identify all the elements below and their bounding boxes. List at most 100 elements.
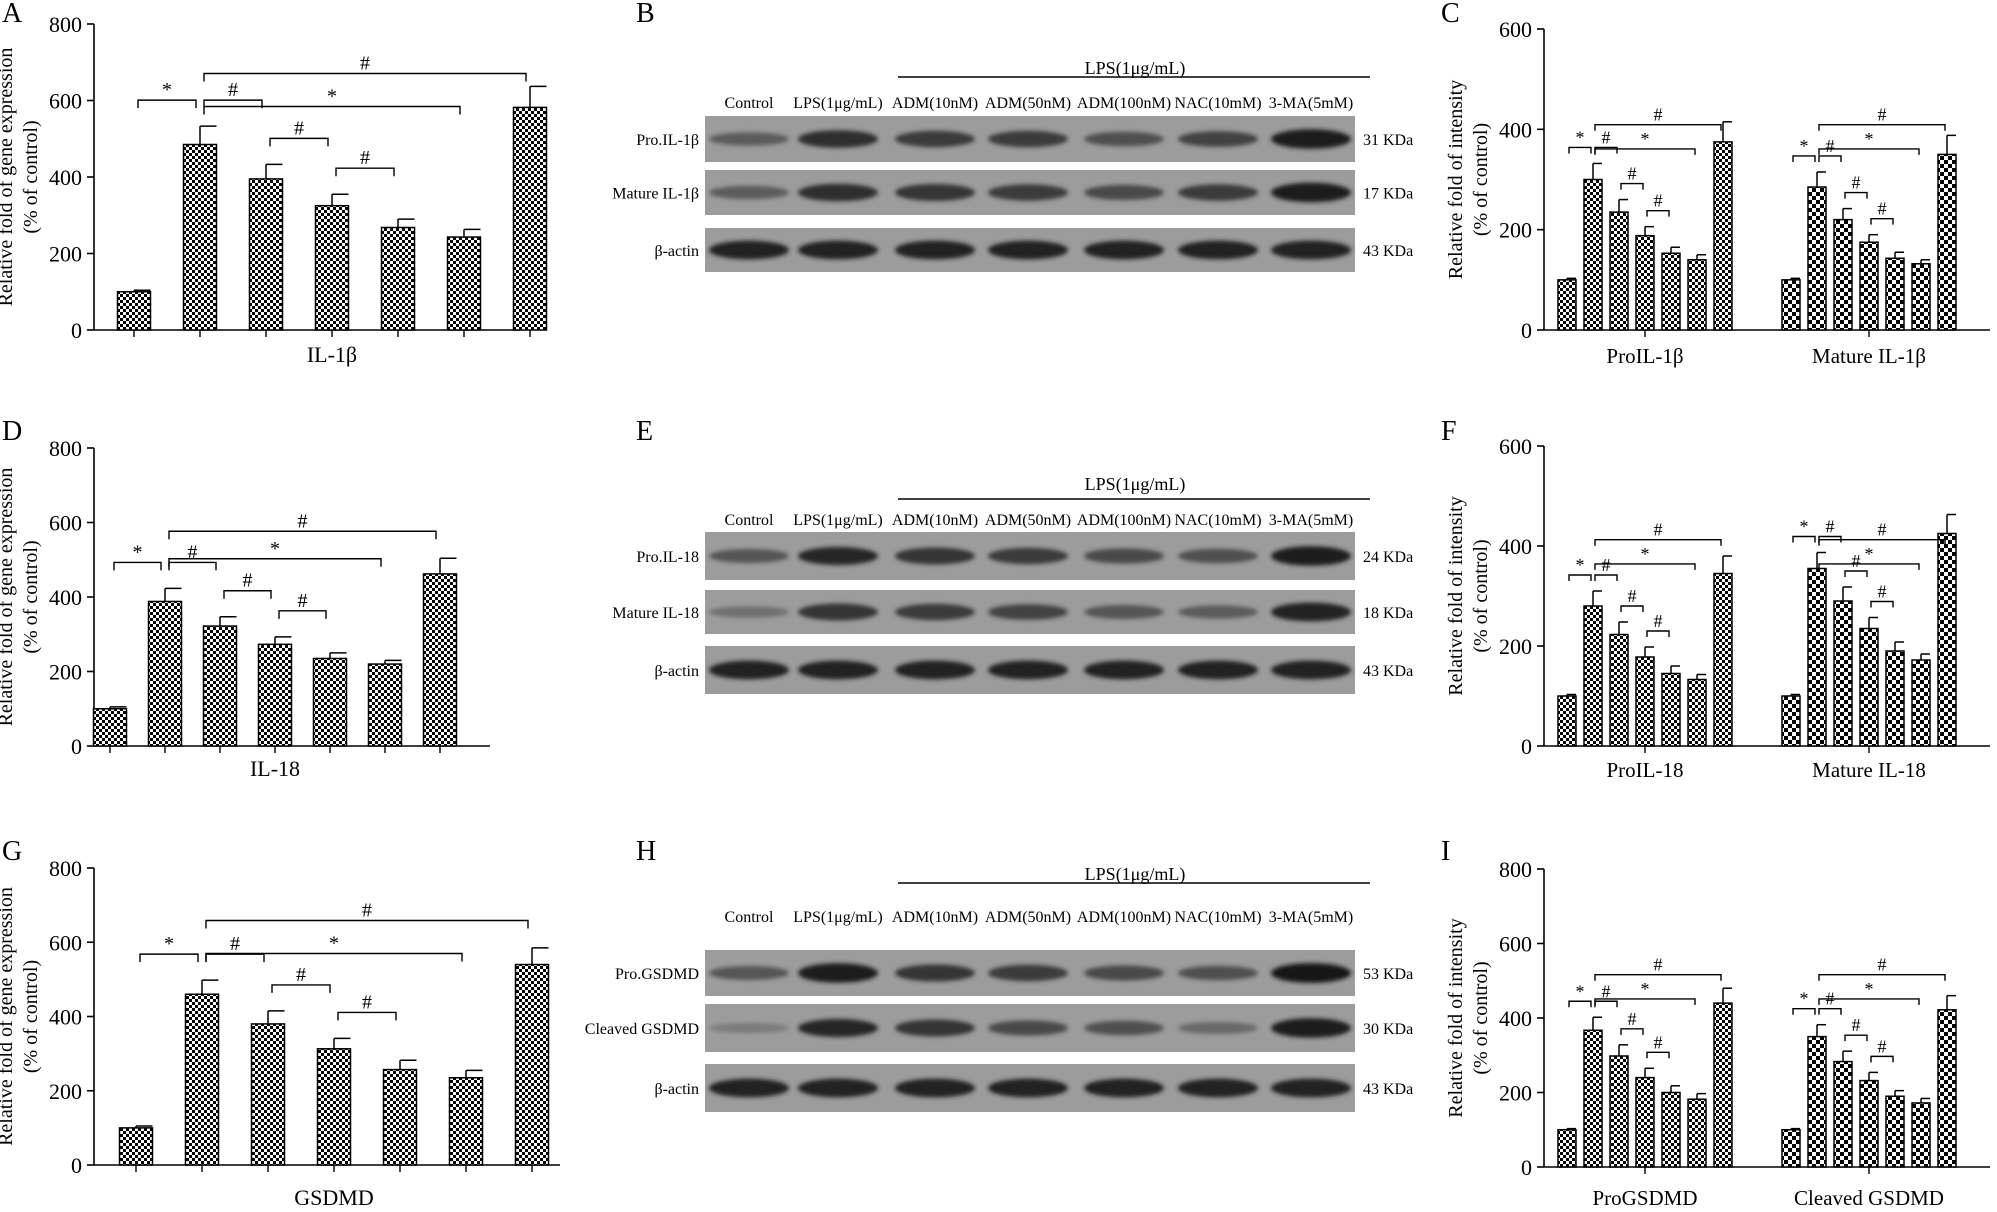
significance-mark: # bbox=[1628, 586, 1637, 606]
blot-row-label: Mature IL-18 bbox=[612, 605, 699, 622]
significance-mark: # bbox=[362, 900, 372, 922]
bar bbox=[1583, 1029, 1603, 1168]
bar bbox=[1859, 1079, 1879, 1168]
significance-bracket bbox=[1844, 191, 1868, 199]
bar bbox=[1781, 279, 1801, 331]
blot-row-label: Pro.GSDMD bbox=[615, 966, 699, 983]
significance-bracket bbox=[335, 167, 395, 177]
significance-bracket bbox=[1792, 1008, 1816, 1015]
significance-bracket bbox=[205, 953, 265, 963]
protein-band bbox=[1178, 965, 1258, 981]
x-axis-label: GSDMD bbox=[294, 1185, 373, 1210]
significance-bracket bbox=[205, 952, 463, 962]
chart-i: 0 200 400 600 800 Relative fold of intensity(… bbox=[1445, 857, 1990, 1210]
lane-label: Control bbox=[725, 909, 774, 926]
chart-a: 0 200 400 600 800 Relative fold of gene expre… bbox=[0, 12, 548, 367]
significance-bracket bbox=[1818, 563, 1920, 570]
protein-band bbox=[895, 964, 975, 982]
y-tick-label: 400 bbox=[49, 165, 82, 190]
significance-mark: # bbox=[1654, 955, 1663, 975]
bar bbox=[1807, 567, 1827, 747]
y-tick-label: 600 bbox=[1499, 17, 1532, 42]
significance-bracket bbox=[1646, 630, 1670, 637]
y-tick-label: 200 bbox=[1499, 634, 1532, 659]
significance-bracket bbox=[1844, 570, 1868, 577]
significance-bracket bbox=[1870, 600, 1894, 608]
significance-mark: # bbox=[1852, 1015, 1861, 1035]
y-tick-label: 200 bbox=[1499, 1081, 1532, 1106]
significance-mark: * bbox=[1641, 129, 1650, 149]
significance-bracket bbox=[1792, 155, 1816, 162]
y-tick-label: 0 bbox=[71, 734, 82, 759]
y-tick-label: 0 bbox=[1521, 318, 1532, 343]
protein-band bbox=[709, 549, 789, 563]
bar bbox=[1635, 656, 1655, 747]
protein-band bbox=[988, 660, 1068, 680]
panel-label-a: A bbox=[2, 0, 23, 29]
protein-band bbox=[709, 185, 789, 200]
x-axis-label: IL-1β bbox=[307, 342, 357, 367]
lane-label: Control bbox=[725, 512, 774, 529]
blot-row-label: Mature IL-1β bbox=[612, 186, 699, 203]
significance-bracket bbox=[1594, 148, 1696, 155]
lane-label: LPS(1μg/mL) bbox=[793, 95, 882, 112]
significance-mark: # bbox=[1654, 105, 1663, 125]
lane-label: ADM(10nM) bbox=[892, 909, 978, 926]
bar bbox=[1833, 1060, 1853, 1168]
significance-mark: # bbox=[1602, 981, 1611, 1001]
y-tick-label: 600 bbox=[49, 89, 82, 114]
significance-bracket bbox=[1568, 146, 1592, 154]
bar bbox=[1885, 1095, 1905, 1168]
protein-band bbox=[1084, 240, 1164, 260]
significance-bracket bbox=[203, 99, 263, 109]
y-tick-label: 0 bbox=[1521, 1155, 1532, 1180]
significance-bracket bbox=[113, 561, 162, 571]
bar bbox=[1781, 1129, 1801, 1168]
significance-mark: * bbox=[164, 933, 174, 955]
bar bbox=[92, 708, 128, 747]
significance-mark: * bbox=[162, 79, 172, 101]
protein-band bbox=[709, 240, 789, 260]
panel-label-c: C bbox=[1441, 0, 1460, 29]
significance-bracket bbox=[137, 99, 197, 109]
protein-band bbox=[1084, 660, 1164, 680]
significance-bracket bbox=[1646, 209, 1670, 217]
significance-bracket bbox=[1594, 124, 1722, 131]
x-group-label: Mature IL-18 bbox=[1812, 758, 1926, 782]
significance-mark: # bbox=[1628, 1009, 1637, 1029]
significance-mark: # bbox=[298, 590, 308, 612]
bar bbox=[1661, 672, 1681, 747]
significance-bracket bbox=[139, 953, 199, 963]
molecular-weight-label: 17 KDa bbox=[1363, 186, 1413, 203]
bar bbox=[1635, 1076, 1655, 1168]
significance-mark: # bbox=[1852, 551, 1861, 571]
bar bbox=[1911, 263, 1931, 331]
lane-label: ADM(100nM) bbox=[1077, 512, 1171, 529]
significance-bracket bbox=[1568, 574, 1592, 581]
protein-band bbox=[1271, 240, 1351, 260]
significance-bracket bbox=[1594, 539, 1722, 546]
y-tick-label: 600 bbox=[1499, 434, 1532, 459]
lane-label: ADM(50nM) bbox=[985, 512, 1071, 529]
bar bbox=[314, 204, 350, 331]
molecular-weight-label: 53 KDa bbox=[1363, 966, 1413, 983]
bar bbox=[1583, 605, 1603, 747]
y-tick-label: 600 bbox=[49, 930, 82, 955]
significance-bracket bbox=[223, 590, 272, 599]
bar bbox=[312, 657, 348, 747]
bar bbox=[380, 226, 416, 331]
significance-bracket bbox=[1594, 1000, 1618, 1008]
significance-mark: # bbox=[362, 991, 372, 1013]
protein-band bbox=[1271, 602, 1351, 622]
blot-row-label: Pro.IL-1β bbox=[636, 132, 699, 149]
significance-bracket bbox=[1818, 1008, 1842, 1015]
y-tick-label: 600 bbox=[1499, 932, 1532, 957]
protein-band bbox=[895, 184, 975, 201]
protein-band bbox=[1271, 963, 1351, 983]
y-axis-label-unit: (% of control) bbox=[1470, 961, 1492, 1074]
protein-band bbox=[988, 604, 1068, 620]
significance-mark: # bbox=[1878, 582, 1887, 602]
protein-band bbox=[1271, 129, 1351, 149]
lps-header-label: LPS(1μg/mL) bbox=[1085, 58, 1186, 79]
